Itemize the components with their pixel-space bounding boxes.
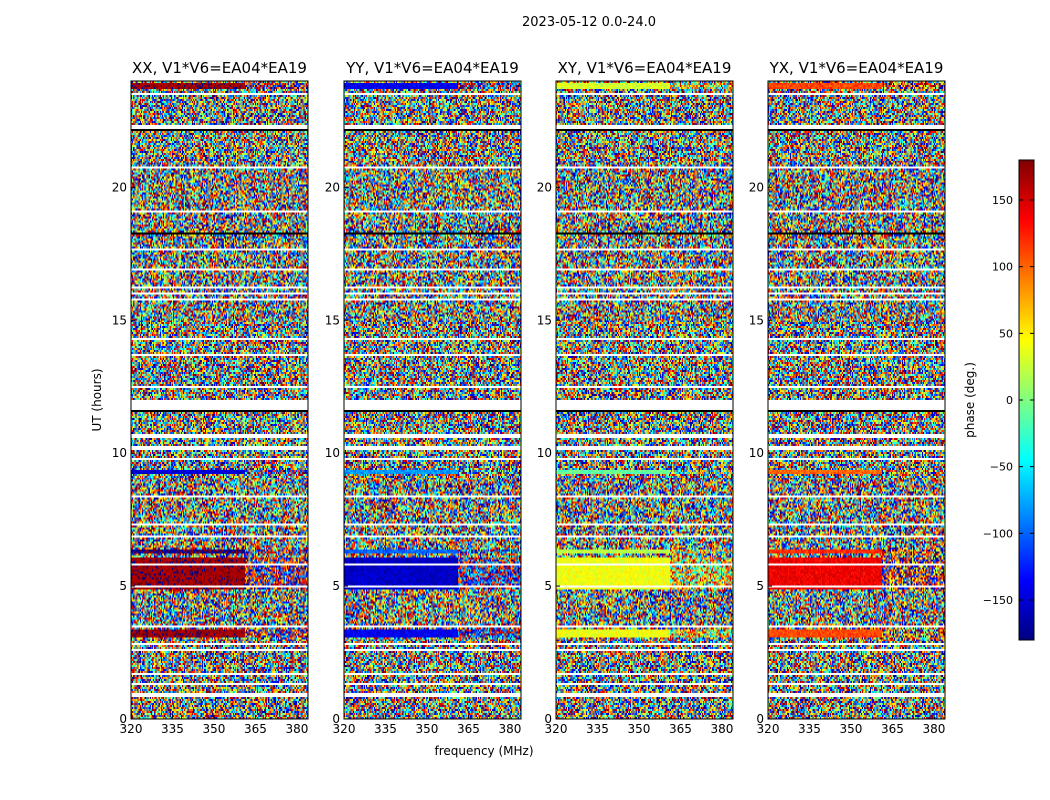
colorbar-tick-label: 50 — [999, 327, 1013, 340]
y-tick-label: 5 — [544, 579, 552, 593]
heatmap-image — [131, 81, 308, 719]
axes-frame — [343, 80, 522, 720]
colorbar-tick-label: −150 — [983, 594, 1013, 607]
x-tick-label: 350 — [628, 722, 651, 736]
y-tick-label: 0 — [544, 712, 552, 726]
axes-frame — [130, 80, 309, 720]
x-tick-label: 335 — [374, 722, 397, 736]
y-tick-label: 15 — [749, 313, 764, 327]
y-tick-label: 10 — [749, 446, 764, 460]
x-tick-label: 320 — [757, 722, 780, 736]
y-tick-label: 20 — [537, 180, 552, 194]
x-tick-label: 365 — [669, 722, 692, 736]
colorbar: 150 100 50 0 −50 −100 −150 — [983, 159, 1035, 641]
x-tick-label: 380 — [498, 722, 521, 736]
colorbar-tick-label: −100 — [983, 527, 1013, 540]
panels: XX, V1*V6=EA04*EA19 320 335 350 365 380 0 5 10 15… — [112, 59, 946, 736]
y-tick-label: 15 — [537, 313, 552, 327]
y-tick-label: 10 — [537, 446, 552, 460]
x-tick-label: 365 — [244, 722, 267, 736]
heatmap-image — [768, 81, 945, 719]
panel-title: XY, V1*V6=EA04*EA19 — [558, 59, 732, 77]
y-tick-label: 15 — [325, 313, 340, 327]
panel-1: YY, V1*V6=EA04*EA19 320 335 350 365 380 0 5 10 15… — [325, 59, 522, 736]
y-tick-label: 10 — [325, 446, 340, 460]
panel-title: XX, V1*V6=EA04*EA19 — [132, 59, 307, 77]
axes-frame — [767, 80, 946, 720]
x-tick-label: 320 — [333, 722, 356, 736]
colorbar-tick-label: −50 — [990, 461, 1013, 474]
x-tick-label: 335 — [798, 722, 821, 736]
heatmap-image — [556, 81, 733, 719]
panel-3: YX, V1*V6=EA04*EA19 320 335 350 365 380 0 5 10 15… — [749, 59, 946, 736]
x-tick-label: 350 — [840, 722, 863, 736]
x-tick-label: 350 — [416, 722, 439, 736]
x-tick-label: 335 — [161, 722, 184, 736]
y-tick-label: 15 — [112, 313, 127, 327]
x-tick-label: 335 — [586, 722, 609, 736]
x-tick-label: 365 — [881, 722, 904, 736]
x-axis-label: frequency (MHz) — [434, 744, 533, 758]
panel-0: XX, V1*V6=EA04*EA19 320 335 350 365 380 0 5 10 15… — [112, 59, 309, 736]
x-tick-label: 380 — [710, 722, 733, 736]
panel-2: XY, V1*V6=EA04*EA19 320 335 350 365 380 0 5 10 15… — [537, 59, 734, 736]
panel-title: YX, V1*V6=EA04*EA19 — [769, 59, 944, 77]
y-tick-label: 0 — [332, 712, 340, 726]
x-tick-label: 350 — [203, 722, 226, 736]
x-tick-label: 320 — [120, 722, 143, 736]
panel-title: YY, V1*V6=EA04*EA19 — [345, 59, 519, 77]
x-tick-label: 380 — [922, 722, 945, 736]
y-axis-label: UT (hours) — [90, 368, 104, 431]
colorbar-tick-label: 0 — [1006, 394, 1013, 407]
y-tick-label: 20 — [325, 180, 340, 194]
colorbar-tick-label: 150 — [992, 194, 1013, 207]
y-tick-label: 0 — [756, 712, 764, 726]
heatmap-image — [344, 81, 521, 719]
y-tick-label: 0 — [119, 712, 127, 726]
y-tick-label: 5 — [119, 579, 127, 593]
axes-frame — [555, 80, 734, 720]
y-tick-label: 5 — [756, 579, 764, 593]
x-tick-label: 380 — [285, 722, 308, 736]
x-tick-label: 320 — [545, 722, 568, 736]
chart-suptitle: 2023-05-12 0.0-24.0 — [522, 15, 656, 30]
y-tick-label: 20 — [749, 180, 764, 194]
y-tick-label: 5 — [332, 579, 340, 593]
y-tick-label: 10 — [112, 446, 127, 460]
x-tick-label: 365 — [457, 722, 480, 736]
colorbar-label: phase (deg.) — [963, 362, 977, 438]
y-tick-label: 20 — [112, 180, 127, 194]
colorbar-tick-label: 100 — [992, 261, 1013, 274]
